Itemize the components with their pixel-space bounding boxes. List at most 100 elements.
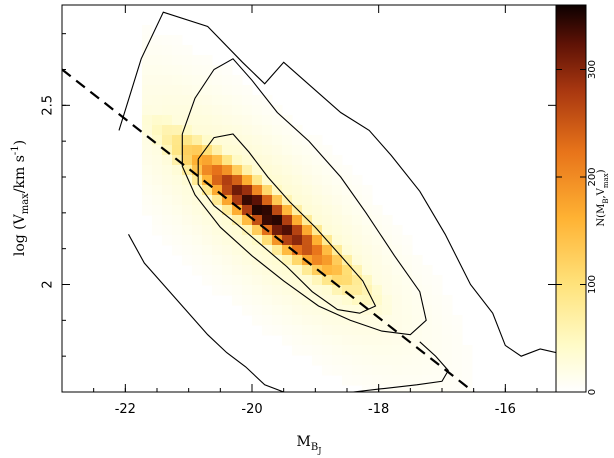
heatmap-cell bbox=[342, 235, 353, 246]
heatmap-cell bbox=[432, 365, 443, 376]
heatmap-cell bbox=[292, 145, 303, 156]
heatmap-cell bbox=[222, 85, 233, 96]
heatmap-cell bbox=[292, 315, 303, 326]
heatmap-cell bbox=[362, 245, 373, 256]
heatmap-cell bbox=[362, 255, 373, 266]
heatmap-cell bbox=[232, 235, 243, 246]
heatmap-cell bbox=[162, 125, 173, 136]
heatmap-cell bbox=[302, 345, 313, 356]
heatmap-cell bbox=[172, 95, 183, 106]
heatmap-cell bbox=[282, 245, 293, 256]
heatmap-cell bbox=[182, 185, 193, 196]
heatmap-cell bbox=[222, 175, 233, 186]
heatmap-cell bbox=[142, 85, 153, 96]
heatmap-cell bbox=[362, 315, 373, 326]
heatmap-cell bbox=[222, 65, 233, 76]
heatmap-cell bbox=[432, 345, 443, 356]
heatmap-cell bbox=[282, 135, 293, 146]
heatmap-cell bbox=[252, 265, 263, 276]
heatmap-cell bbox=[322, 245, 333, 256]
heatmap-cell bbox=[302, 265, 313, 276]
heatmap-cell bbox=[292, 165, 303, 176]
heatmap-cell bbox=[272, 285, 283, 296]
heatmap-cell bbox=[232, 165, 243, 176]
heatmap-cell bbox=[372, 315, 383, 326]
heatmap-cell bbox=[142, 115, 153, 126]
heatmap-cell bbox=[442, 385, 453, 392]
heatmap-cell bbox=[432, 315, 443, 326]
heatmap-cell bbox=[382, 285, 393, 296]
heatmap-cell bbox=[272, 195, 283, 206]
heatmap-cell bbox=[282, 305, 293, 316]
heatmap-cell bbox=[402, 345, 413, 356]
heatmap-cell bbox=[252, 155, 263, 166]
heatmap-cell bbox=[422, 375, 433, 386]
heatmap-cell bbox=[272, 185, 283, 196]
heatmap-cell bbox=[192, 55, 203, 66]
heatmap-cell bbox=[382, 245, 393, 256]
heatmap-cell bbox=[342, 245, 353, 256]
heatmap-cell bbox=[322, 265, 333, 276]
heatmap-cell bbox=[272, 135, 283, 146]
heatmap-cell bbox=[242, 115, 253, 126]
heatmap-cell bbox=[292, 135, 303, 146]
heatmap-cell bbox=[252, 105, 263, 116]
heatmap-cell bbox=[262, 175, 273, 186]
heatmap-cell bbox=[192, 165, 203, 176]
heatmap-cell bbox=[202, 275, 213, 286]
heatmap-cell bbox=[172, 215, 183, 226]
heatmap-cell bbox=[162, 45, 173, 56]
heatmap-cell bbox=[152, 195, 163, 206]
heatmap-cell bbox=[332, 185, 343, 196]
heatmap-cell bbox=[222, 235, 233, 246]
heatmap-cell bbox=[232, 265, 243, 276]
heatmap-cell bbox=[222, 75, 233, 86]
heatmap-cell bbox=[412, 305, 423, 316]
heatmap-cell bbox=[332, 355, 343, 366]
heatmap-cell bbox=[192, 235, 203, 246]
x-tick-label: -20 bbox=[241, 402, 262, 417]
heatmap-cell bbox=[302, 215, 313, 226]
heatmap-cell bbox=[302, 295, 313, 306]
y-axis-label: log (Vmax/km s-1) bbox=[10, 140, 31, 256]
heatmap-cell bbox=[412, 335, 423, 346]
heatmap-cell bbox=[212, 215, 223, 226]
heatmap-cell bbox=[262, 325, 273, 336]
heatmap-cell bbox=[282, 255, 293, 266]
heatmap-cell bbox=[352, 215, 363, 226]
y-tick-label: 2 bbox=[41, 280, 56, 288]
heatmap-cell bbox=[182, 235, 193, 246]
heatmap-cell bbox=[412, 275, 423, 286]
heatmap-cell bbox=[202, 225, 213, 236]
heatmap-cell bbox=[322, 155, 333, 166]
heatmap-cell bbox=[162, 225, 173, 236]
heatmap-cell bbox=[182, 65, 193, 76]
heatmap-cell bbox=[432, 285, 443, 296]
heatmap-cell bbox=[342, 345, 353, 356]
heatmap-cell bbox=[332, 215, 343, 226]
heatmap-cell bbox=[362, 335, 373, 346]
heatmap-cell bbox=[222, 255, 233, 266]
heatmap-cell bbox=[342, 225, 353, 236]
heatmap-cell bbox=[142, 155, 153, 166]
heatmap-cell bbox=[182, 205, 193, 216]
heatmap-cell bbox=[152, 145, 163, 156]
heatmap-cell bbox=[362, 215, 373, 226]
heatmap-cell bbox=[342, 165, 353, 176]
heatmap-cell bbox=[402, 235, 413, 246]
heatmap-cell bbox=[262, 235, 273, 246]
heatmap-cell bbox=[282, 275, 293, 286]
heatmap-cell bbox=[182, 225, 193, 236]
heatmap-cell bbox=[192, 65, 203, 76]
heatmap-cell bbox=[242, 215, 253, 226]
heatmap-cell bbox=[232, 75, 243, 86]
heatmap-cell bbox=[402, 365, 413, 376]
heatmap-cell bbox=[172, 195, 183, 206]
heatmap-cell bbox=[332, 335, 343, 346]
heatmap-cell bbox=[322, 165, 333, 176]
heatmap-cell bbox=[342, 355, 353, 366]
heatmap-cell bbox=[432, 275, 443, 286]
heatmap-cell bbox=[302, 205, 313, 216]
heatmap-cell bbox=[192, 265, 203, 276]
heatmap-cell bbox=[312, 345, 323, 356]
